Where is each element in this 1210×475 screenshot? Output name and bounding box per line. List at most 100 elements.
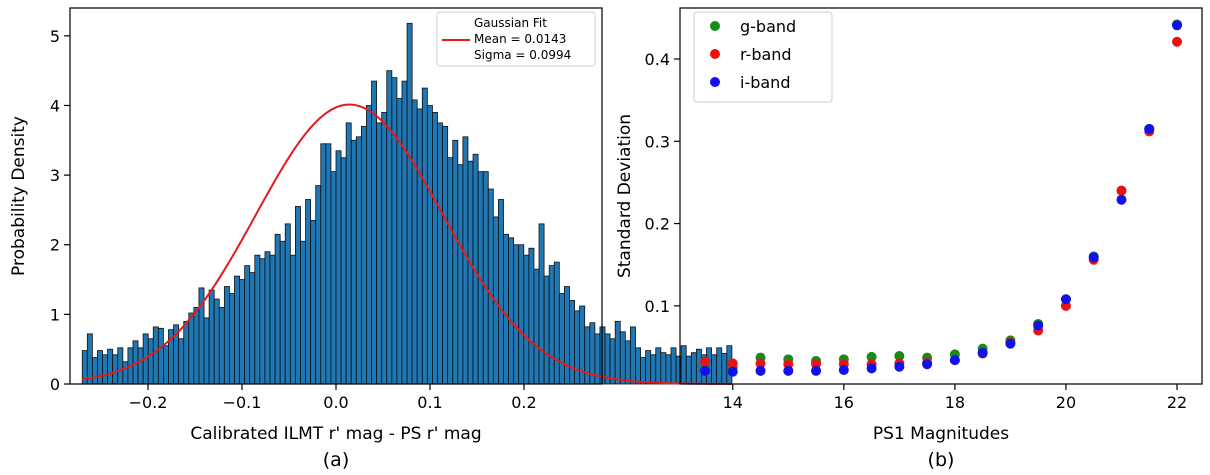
x-tick-label: 0.0	[323, 393, 348, 412]
point-i-band	[922, 359, 933, 370]
panel-b-axes-frame	[679, 7, 1203, 385]
x-tick-label: 14	[723, 393, 743, 412]
histogram-bar	[564, 286, 570, 385]
y-tick-label: 1	[50, 305, 60, 324]
panel-b-x-axis-label: PS1 Magnitudes	[873, 424, 1009, 444]
panel-b-label: (b)	[928, 449, 955, 471]
histogram-bar	[294, 206, 301, 385]
histogram-bar	[310, 219, 317, 385]
point-i-band	[783, 365, 794, 376]
panel-a-x-axis-label: Calibrated ILMT r' mag - PS r' mag	[190, 424, 481, 444]
panel-b-legend-items: g-band r-band i-band	[710, 17, 796, 92]
histogram-bar	[244, 265, 251, 385]
histogram-bar	[624, 340, 631, 385]
histogram-bar	[223, 286, 230, 385]
histogram-bar	[137, 347, 144, 385]
histogram-bar	[284, 223, 291, 385]
x-tick-label: 0.2	[511, 393, 536, 412]
histogram-bar	[711, 354, 718, 385]
histogram-bar	[528, 247, 535, 385]
histogram-bar	[330, 171, 337, 385]
x-tick-label: 22	[1167, 393, 1187, 412]
histogram-bar	[259, 258, 266, 385]
histogram-bar	[670, 347, 677, 385]
histogram-bar	[432, 112, 438, 385]
panel-a-legend: Gaussian Fit Mean = 0.0143 Sigma = 0.099…	[436, 11, 596, 67]
histogram-bar	[452, 139, 459, 385]
legend-label-i-band: i-band	[740, 73, 790, 92]
histogram-bar	[685, 355, 692, 385]
y-tick-label: 0	[50, 375, 60, 394]
panel-a-y-axis-label: Probability Density	[9, 116, 29, 276]
histogram-bar	[163, 345, 169, 385]
histogram-bar	[229, 293, 235, 385]
histogram-bar	[157, 327, 164, 385]
histogram-bar	[102, 354, 108, 385]
histogram-bar	[716, 347, 723, 385]
point-r-band	[1116, 185, 1127, 196]
y-tick-label: 3	[50, 166, 60, 185]
histogram-bar	[234, 275, 240, 385]
histogram-bar	[289, 254, 296, 385]
histogram-bar	[401, 80, 408, 385]
histogram-bar	[391, 77, 398, 385]
histogram-bar	[650, 354, 657, 385]
histogram-bar	[548, 265, 555, 385]
histogram-bar	[680, 345, 687, 385]
histogram-bar	[660, 352, 667, 385]
point-i-band	[1116, 194, 1127, 205]
histogram-bar	[305, 199, 312, 385]
histogram-bar	[574, 310, 581, 385]
histogram-bar	[371, 80, 378, 385]
point-i-band	[755, 365, 766, 376]
histogram-bar	[183, 320, 190, 385]
histogram-bar	[355, 136, 362, 385]
legend-fit-sigma: Sigma = 0.0994	[474, 48, 571, 62]
histogram-bar	[254, 254, 261, 385]
histogram-bar	[498, 199, 504, 385]
histogram-bar	[406, 22, 413, 385]
histogram-bar	[482, 171, 489, 385]
histogram-bar	[533, 268, 540, 385]
histogram-bar	[690, 352, 697, 385]
panel-a-histogram: −0.2 −0.1 0.0 0.1 0.2 0 1 2 3 4 5 Calibrated ILMT …	[9, 7, 733, 471]
gaussian-fit-curve	[82, 103, 732, 385]
panel-a-label: (a)	[323, 449, 349, 471]
histogram-bar	[503, 233, 509, 385]
histogram-bar	[239, 279, 246, 385]
histogram-bar	[360, 125, 367, 385]
histogram-bar	[640, 357, 647, 385]
y-tick-label: 2	[50, 236, 60, 255]
panel-a-axes-frame	[69, 7, 603, 385]
histogram-bar	[340, 157, 347, 385]
histogram-bar	[112, 354, 119, 385]
point-g-band	[866, 351, 877, 362]
point-i-band	[1144, 123, 1155, 134]
histogram-bar	[487, 188, 494, 385]
histogram-bar	[264, 251, 271, 385]
point-r-band	[699, 356, 710, 367]
histogram-bar	[269, 254, 276, 385]
legend-marker-r-band	[710, 49, 720, 59]
histogram-bar	[421, 87, 428, 385]
histogram-bar	[188, 312, 195, 385]
x-tick-label: 18	[945, 393, 965, 412]
panel-b-y-axis-label: Standard Deviation	[615, 114, 635, 278]
histogram-bar	[107, 348, 114, 385]
histogram-bar	[178, 338, 185, 385]
histogram-bar	[91, 357, 98, 385]
y-tick-label: 5	[50, 27, 60, 46]
histogram-bar	[274, 233, 281, 385]
histogram-bar	[665, 354, 672, 385]
histogram-bar	[203, 317, 210, 385]
histogram-bar	[538, 223, 545, 385]
point-i-band	[727, 366, 738, 377]
panel-b-legend: g-band r-band i-band	[693, 11, 833, 103]
point-g-band	[894, 351, 905, 362]
legend-label-g-band: g-band	[740, 17, 796, 36]
histogram-bar	[629, 326, 636, 385]
histogram-bar	[635, 347, 641, 385]
histogram-bar	[447, 157, 454, 385]
histogram-bar	[320, 143, 327, 385]
